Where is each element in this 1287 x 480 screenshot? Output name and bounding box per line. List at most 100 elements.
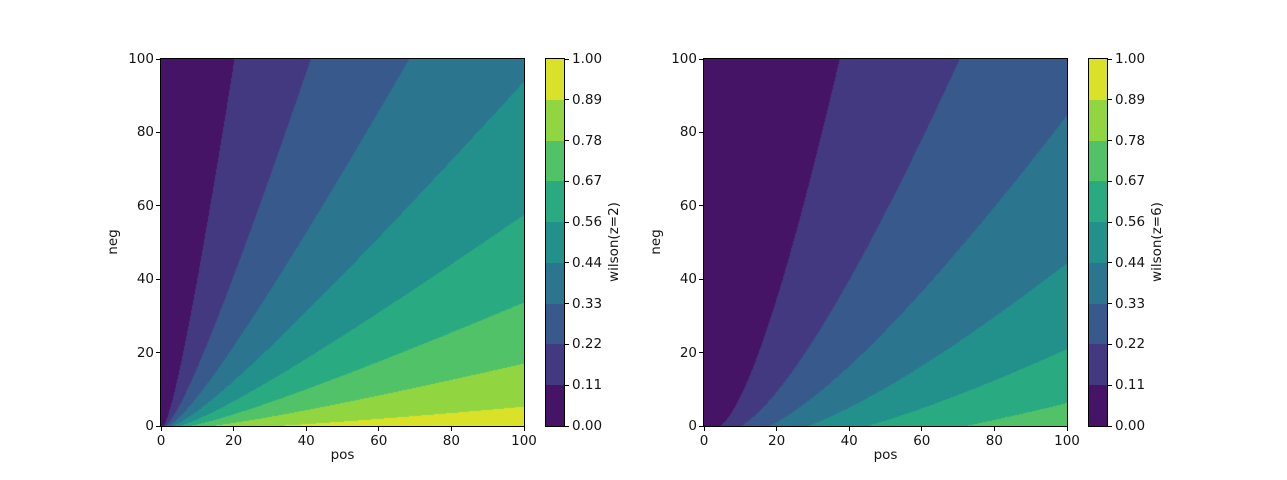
colorbar-tick-label: 0.89: [572, 91, 603, 108]
colorbar-tick-label: 0.44: [572, 254, 603, 271]
colorbar-tick-label: 0.22: [1115, 336, 1146, 353]
colorbar-tick-mark: [1108, 140, 1112, 142]
colorbar-band: [546, 181, 564, 223]
colorbar-tick-label: 0.33: [1115, 295, 1146, 312]
colorbar-tick-mark: [565, 262, 569, 264]
y-tick-mark: [156, 352, 160, 354]
colorbar-tick-mark: [565, 180, 569, 182]
colorbar-band: [1089, 140, 1107, 182]
colorbar-band: [546, 99, 564, 141]
y-tick-label: 20: [679, 344, 697, 361]
x-tick-label: 100: [511, 433, 537, 449]
y-tick-mark: [699, 205, 703, 207]
x-tick-label: 60: [370, 433, 388, 449]
x-tick-label: 20: [225, 433, 243, 449]
colorbar-tick-label: 0.78: [572, 132, 603, 149]
colorbar-tick-label: 0.56: [1115, 214, 1146, 231]
y-tick-label: 80: [679, 124, 697, 141]
y-tick-label: 60: [136, 197, 154, 214]
y-tick-mark: [156, 131, 160, 133]
colorbar-tick-label: 0.11: [1115, 377, 1146, 394]
x-tick-mark: [233, 427, 235, 431]
x-tick-label: 40: [840, 433, 858, 449]
colorbar-tick-label: 1.00: [572, 51, 603, 67]
colorbar-band: [546, 140, 564, 182]
colorbar-band: [546, 59, 564, 100]
colorbar-band: [546, 344, 564, 386]
y-tick-label: 100: [671, 51, 697, 67]
colorbar-tick-mark: [565, 58, 569, 60]
plot-area-left: [160, 58, 525, 427]
colorbar-tick-mark: [1108, 180, 1112, 182]
colorbar-band: [1089, 222, 1107, 263]
colorbar-band: [546, 262, 564, 304]
colorbar-band: [1089, 99, 1107, 141]
x-tick-mark: [993, 427, 995, 431]
contour-plot-right: [704, 59, 1067, 426]
colorbar-band: [1089, 59, 1107, 100]
colorbar-tick-label: 0.22: [572, 336, 603, 353]
colorbar-label-left: wilson(z=2): [606, 202, 622, 282]
colorbar-tick-mark: [565, 343, 569, 345]
x-tick-label: 0: [699, 433, 709, 449]
colorbar-tick-mark: [1108, 221, 1112, 223]
y-tick-label: 40: [679, 271, 697, 288]
colorbar-tick-mark: [1108, 303, 1112, 305]
y-tick-mark: [699, 425, 703, 427]
colorbar-tick-mark: [1108, 58, 1112, 60]
y-tick-mark: [156, 58, 160, 60]
colorbar-band: [1089, 385, 1107, 427]
x-tick-label: 40: [297, 433, 315, 449]
y-tick-mark: [699, 131, 703, 133]
colorbar-tick-label: 0.89: [1115, 91, 1146, 108]
colorbar-tick-label: 0.00: [572, 418, 603, 434]
colorbar-tick-mark: [1108, 425, 1112, 427]
x-tick-mark: [703, 427, 705, 431]
colorbar-tick-label: 0.78: [1115, 132, 1146, 149]
y-tick-label: 20: [136, 344, 154, 361]
colorbar-tick-mark: [1108, 384, 1112, 386]
x-tick-mark: [776, 427, 778, 431]
x-tick-label: 20: [768, 433, 786, 449]
x-tick-mark: [378, 427, 380, 431]
y-tick-mark: [156, 425, 160, 427]
y-tick-label: 80: [136, 124, 154, 141]
colorbar-right: [1088, 58, 1108, 427]
x-tick-label: 60: [913, 433, 931, 449]
y-tick-mark: [699, 352, 703, 354]
x-axis-label-right: pos: [873, 447, 898, 463]
y-tick-mark: [156, 278, 160, 280]
x-tick-label: 80: [442, 433, 460, 449]
y-tick-label: 60: [679, 197, 697, 214]
colorbar-band: [546, 222, 564, 263]
colorbar-band: [546, 385, 564, 427]
x-tick-mark: [848, 427, 850, 431]
colorbar-tick-mark: [565, 140, 569, 142]
contour-plot-left: [161, 59, 524, 426]
y-tick-label: 100: [128, 51, 154, 67]
colorbar-band: [546, 303, 564, 345]
colorbar-tick-label: 0.00: [1115, 418, 1146, 434]
colorbar-tick-label: 0.56: [572, 214, 603, 231]
colorbar-tick-label: 1.00: [1115, 51, 1146, 67]
colorbar-tick-mark: [565, 425, 569, 427]
x-axis-label-left: pos: [330, 447, 355, 463]
colorbar-tick-mark: [1108, 343, 1112, 345]
colorbar-band: [1089, 181, 1107, 223]
colorbar-tick-mark: [1108, 99, 1112, 101]
x-tick-mark: [523, 427, 525, 431]
x-tick-mark: [160, 427, 162, 431]
y-tick-mark: [156, 205, 160, 207]
y-tick-label: 40: [136, 271, 154, 288]
colorbar-band: [1089, 262, 1107, 304]
x-tick-label: 100: [1054, 433, 1080, 449]
x-tick-label: 0: [156, 433, 166, 449]
colorbar-tick-mark: [565, 99, 569, 101]
y-tick-mark: [699, 58, 703, 60]
x-tick-label: 80: [985, 433, 1003, 449]
x-tick-mark: [305, 427, 307, 431]
y-tick-label: 0: [145, 418, 154, 434]
plot-area-right: [703, 58, 1068, 427]
colorbar-tick-label: 0.67: [572, 173, 603, 190]
